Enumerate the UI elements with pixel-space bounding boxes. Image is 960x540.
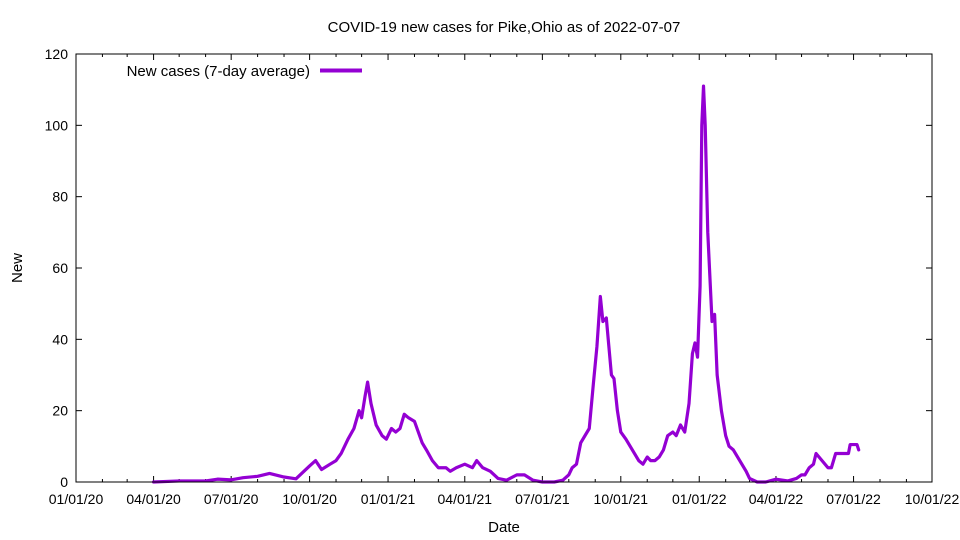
y-tick-label: 0 (60, 474, 68, 490)
y-tick-label: 20 (52, 403, 68, 419)
y-tick-label: 100 (45, 117, 69, 133)
x-tick-label: 07/01/22 (826, 491, 881, 507)
x-tick-label: 10/01/21 (594, 491, 649, 507)
x-tick-label: 01/01/21 (361, 491, 416, 507)
x-tick-label: 04/01/21 (438, 491, 493, 507)
legend-label: New cases (7-day average) (127, 63, 310, 80)
plot-frame (75, 53, 933, 483)
x-tick-label: 04/01/22 (749, 491, 804, 507)
x-tick-label: 01/01/20 (49, 491, 104, 507)
y-axis-label: New (9, 253, 26, 283)
y-tick-label: 40 (52, 331, 68, 347)
x-tick-label: 07/01/20 (204, 491, 259, 507)
y-tick-label: 60 (52, 260, 68, 276)
x-tick-label: 01/01/22 (672, 491, 727, 507)
axis-ticks: 0 20 40 60 80 100 120 01/01/20 04/01/20 07/01/20 1… (45, 46, 960, 507)
y-tick-label: 80 (52, 189, 68, 205)
chart-title: COVID-19 new cases for Pike,Ohio as of 2… (328, 19, 681, 36)
x-tick-label: 07/01/21 (515, 491, 570, 507)
series-layer (151, 84, 861, 484)
x-tick-label: 10/01/20 (282, 491, 337, 507)
x-tick-label: 04/01/20 (126, 491, 181, 507)
legend: New cases (7-day average) (127, 63, 362, 80)
x-axis-label: Date (488, 519, 520, 536)
x-tick-label: 10/01/22 (905, 491, 960, 507)
series-line (151, 84, 861, 484)
y-tick-label: 120 (45, 46, 69, 62)
